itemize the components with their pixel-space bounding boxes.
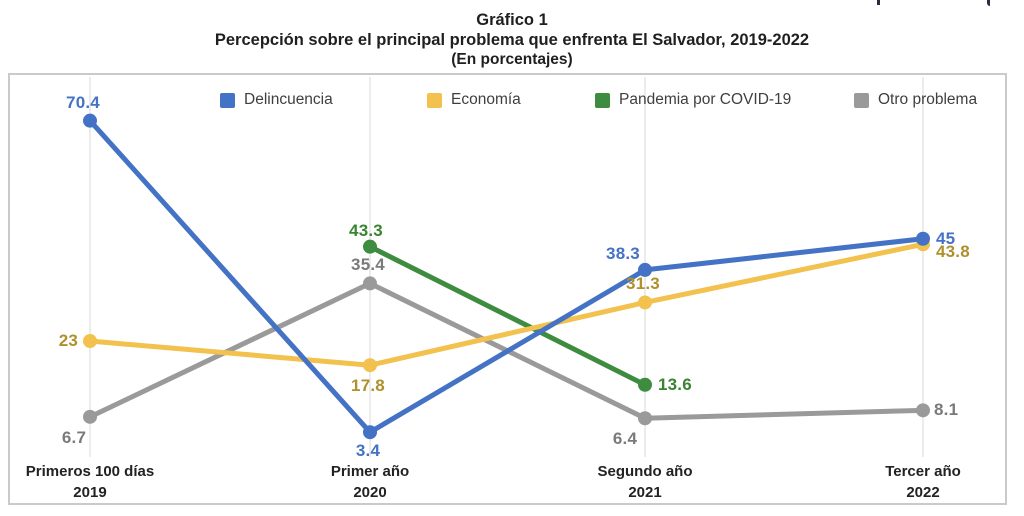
x-axis-label-text: Segundo año: [597, 463, 693, 480]
legend-item-economia: Economía: [427, 90, 521, 110]
x-axis-label-year: 2020: [353, 484, 387, 501]
data-label-economía: 23: [58, 331, 78, 351]
legend-label: Pandemia por COVID-19: [619, 91, 792, 108]
x-axis-label-text: Primeros 100 días: [25, 463, 155, 480]
plot-area-frame: [8, 73, 1007, 505]
x-axis-label: Segundo año 2021: [598, 461, 693, 503]
x-axis-label: Primer año 2020: [331, 461, 409, 503]
clipped-text-fragment: [877, 0, 880, 5]
data-label-delincuencia: 3.4: [355, 441, 381, 461]
data-label-otro-problema: 6.7: [61, 427, 87, 447]
data-label-pandemia-por-covid-19: 43.3: [349, 220, 383, 240]
chart-subtitle: (En porcentajes): [451, 51, 573, 68]
x-axis-label-year: 2022: [906, 484, 940, 501]
legend-swatch-pandemia: [595, 92, 610, 108]
x-axis-label-year: 2021: [628, 484, 662, 501]
legend-swatch-otro-problema: [854, 92, 869, 108]
legend-label: Delincuencia: [244, 91, 333, 108]
data-label-otro-problema: 8.1: [934, 400, 959, 420]
x-axis-label-year: 2019: [73, 484, 107, 501]
legend-swatch-delincuencia: [220, 92, 235, 108]
legend-item-pandemia: Pandemia por COVID-19: [595, 90, 791, 110]
data-label-delincuencia: 38.3: [606, 243, 640, 263]
x-axis-label-text: Primer año: [330, 463, 410, 480]
legend-label: Otro problema: [878, 91, 978, 108]
data-label-economía: 31.3: [626, 274, 660, 294]
data-label-delincuencia: 45: [936, 228, 956, 248]
x-axis-label: Primeros 100 días 2019: [26, 461, 154, 503]
x-axis-label: Tercer año 2022: [885, 461, 961, 503]
data-label-otro-problema: 6.4: [612, 429, 638, 449]
data-label-delincuencia: 70.4: [66, 92, 100, 112]
chart-number: Gráfico 1: [476, 11, 548, 29]
legend-label: Economía: [451, 91, 521, 108]
legend-swatch-economia: [427, 92, 442, 108]
legend-item-delincuencia: Delincuencia: [220, 90, 333, 110]
x-axis-label-text: Tercer año: [885, 463, 961, 480]
clipped-text-fragment: [987, 0, 990, 6]
legend-item-otro-problema: Otro problema: [854, 90, 977, 110]
data-label-economía: 43.8: [936, 242, 970, 262]
chart-title-block: Gráfico 1 Percepción sobre el principal …: [0, 10, 1024, 70]
data-label-otro-problema: 35.4: [351, 255, 385, 275]
data-label-economía: 17.8: [351, 376, 385, 396]
data-label-pandemia-por-covid-19: 13.6: [658, 374, 692, 394]
chart-title: Percepción sobre el principal problema q…: [214, 31, 810, 49]
